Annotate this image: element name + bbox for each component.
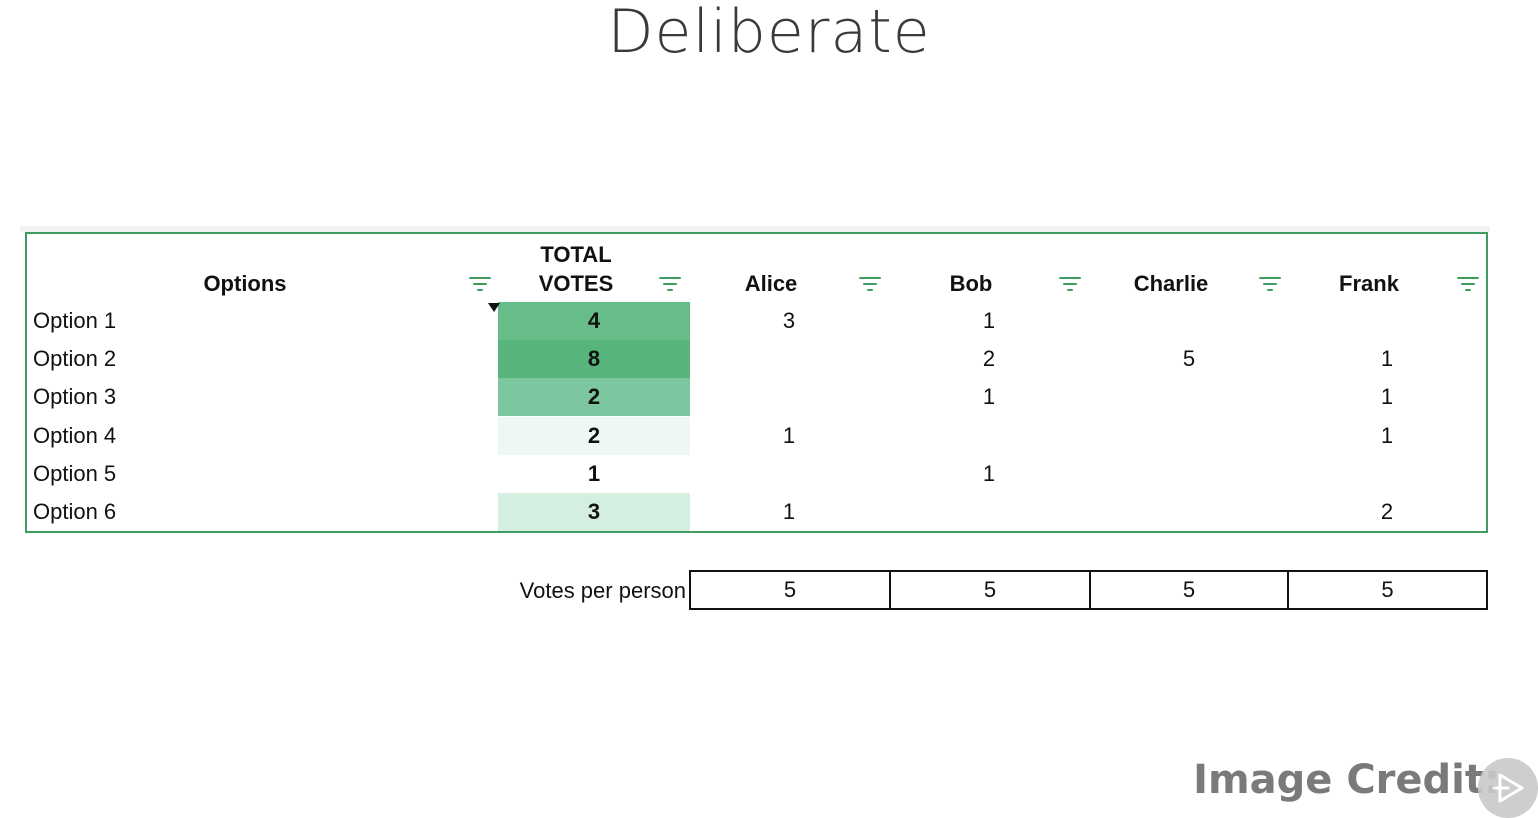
bob-vote-cell[interactable]: 1 [982, 308, 996, 333]
total-votes-cell[interactable]: 4 [498, 302, 690, 340]
option-label: Option 4 [33, 423, 117, 448]
filter-icon[interactable] [1457, 276, 1479, 292]
total-votes-cell[interactable]: 1 [498, 455, 690, 493]
bob-vote-cell[interactable]: 1 [982, 384, 996, 409]
header-options-label: Options [203, 271, 287, 296]
charlie-vote-cell[interactable] [1090, 417, 1288, 455]
charlie-vote-cell[interactable] [1090, 302, 1288, 340]
header-total-line1: TOTAL [540, 242, 612, 267]
vote-table [25, 232, 1488, 533]
charlie-vote-cell[interactable] [1090, 455, 1288, 493]
filter-icon[interactable] [1059, 276, 1081, 292]
header-frank-label: Frank [1339, 271, 1399, 296]
header-total-votes-label: TOTAL VOTES [539, 240, 614, 298]
image-credit: Image Credit: Coinbase [1193, 757, 1500, 818]
header-total-line2: VOTES [538, 271, 614, 296]
bob-vote-cell[interactable] [890, 417, 1088, 455]
header-alice-label: Alice [744, 271, 798, 296]
option-label: Option 5 [33, 461, 117, 486]
play-button[interactable] [1478, 758, 1538, 818]
frank-votes-per-person[interactable]: 5 [1287, 570, 1488, 610]
votes-per-person-label: Votes per person [519, 578, 686, 603]
alice-vote-cell[interactable] [690, 455, 888, 493]
frank-vote-cell[interactable]: 1 [1380, 384, 1394, 409]
filter-icon[interactable] [1259, 276, 1281, 292]
frank-vote-cell[interactable]: 1 [1380, 423, 1394, 448]
charlie-vote-cell[interactable]: 5 [1182, 346, 1196, 371]
charlie-vote-cell[interactable] [1090, 493, 1288, 531]
sheet-top-strip [20, 226, 1490, 232]
bob-votes-per-person[interactable]: 5 [889, 570, 1091, 610]
alice-vote-cell[interactable] [690, 340, 888, 378]
filter-icon[interactable] [469, 276, 491, 292]
bob-vote-cell[interactable]: 2 [982, 346, 996, 371]
header-options: Options [100, 240, 390, 298]
header-bob: Bob [900, 240, 1042, 298]
alice-vote-cell[interactable]: 1 [782, 499, 796, 524]
header-frank: Frank [1298, 240, 1440, 298]
bob-vote-cell[interactable] [890, 493, 1088, 531]
alice-vote-cell[interactable]: 1 [782, 423, 796, 448]
header-charlie-label: Charlie [1133, 271, 1209, 296]
charlie-vote-cell[interactable] [1090, 378, 1288, 416]
header-alice: Alice [700, 240, 842, 298]
alice-vote-cell[interactable]: 3 [782, 308, 796, 333]
header-total-votes: TOTAL VOTES [500, 240, 652, 298]
bob-vote-cell[interactable]: 1 [982, 461, 996, 486]
option-label: Option 6 [33, 499, 117, 524]
header-bob-label: Bob [949, 271, 993, 296]
alice-vote-cell[interactable] [690, 378, 888, 416]
option-label: Option 3 [33, 384, 117, 409]
frank-vote-cell[interactable] [1288, 455, 1486, 493]
frank-vote-cell[interactable]: 2 [1380, 499, 1394, 524]
total-votes-cell[interactable]: 2 [498, 378, 690, 416]
charlie-votes-per-person[interactable]: 5 [1089, 570, 1289, 610]
play-icon [1492, 773, 1524, 803]
total-votes-cell[interactable]: 3 [498, 493, 690, 531]
slide-title: Deliberate [607, 0, 931, 67]
alice-votes-per-person[interactable]: 5 [689, 570, 891, 610]
option-label: Option 1 [33, 308, 117, 333]
frank-vote-cell[interactable]: 1 [1380, 346, 1394, 371]
filter-icon[interactable] [659, 276, 681, 292]
frank-vote-cell[interactable] [1288, 302, 1486, 340]
total-votes-cell[interactable]: 2 [498, 417, 690, 455]
cell-comment-marker [488, 303, 500, 312]
option-label: Option 2 [33, 346, 117, 371]
total-votes-cell[interactable]: 8 [498, 340, 690, 378]
header-charlie: Charlie [1100, 240, 1242, 298]
filter-icon[interactable] [859, 276, 881, 292]
